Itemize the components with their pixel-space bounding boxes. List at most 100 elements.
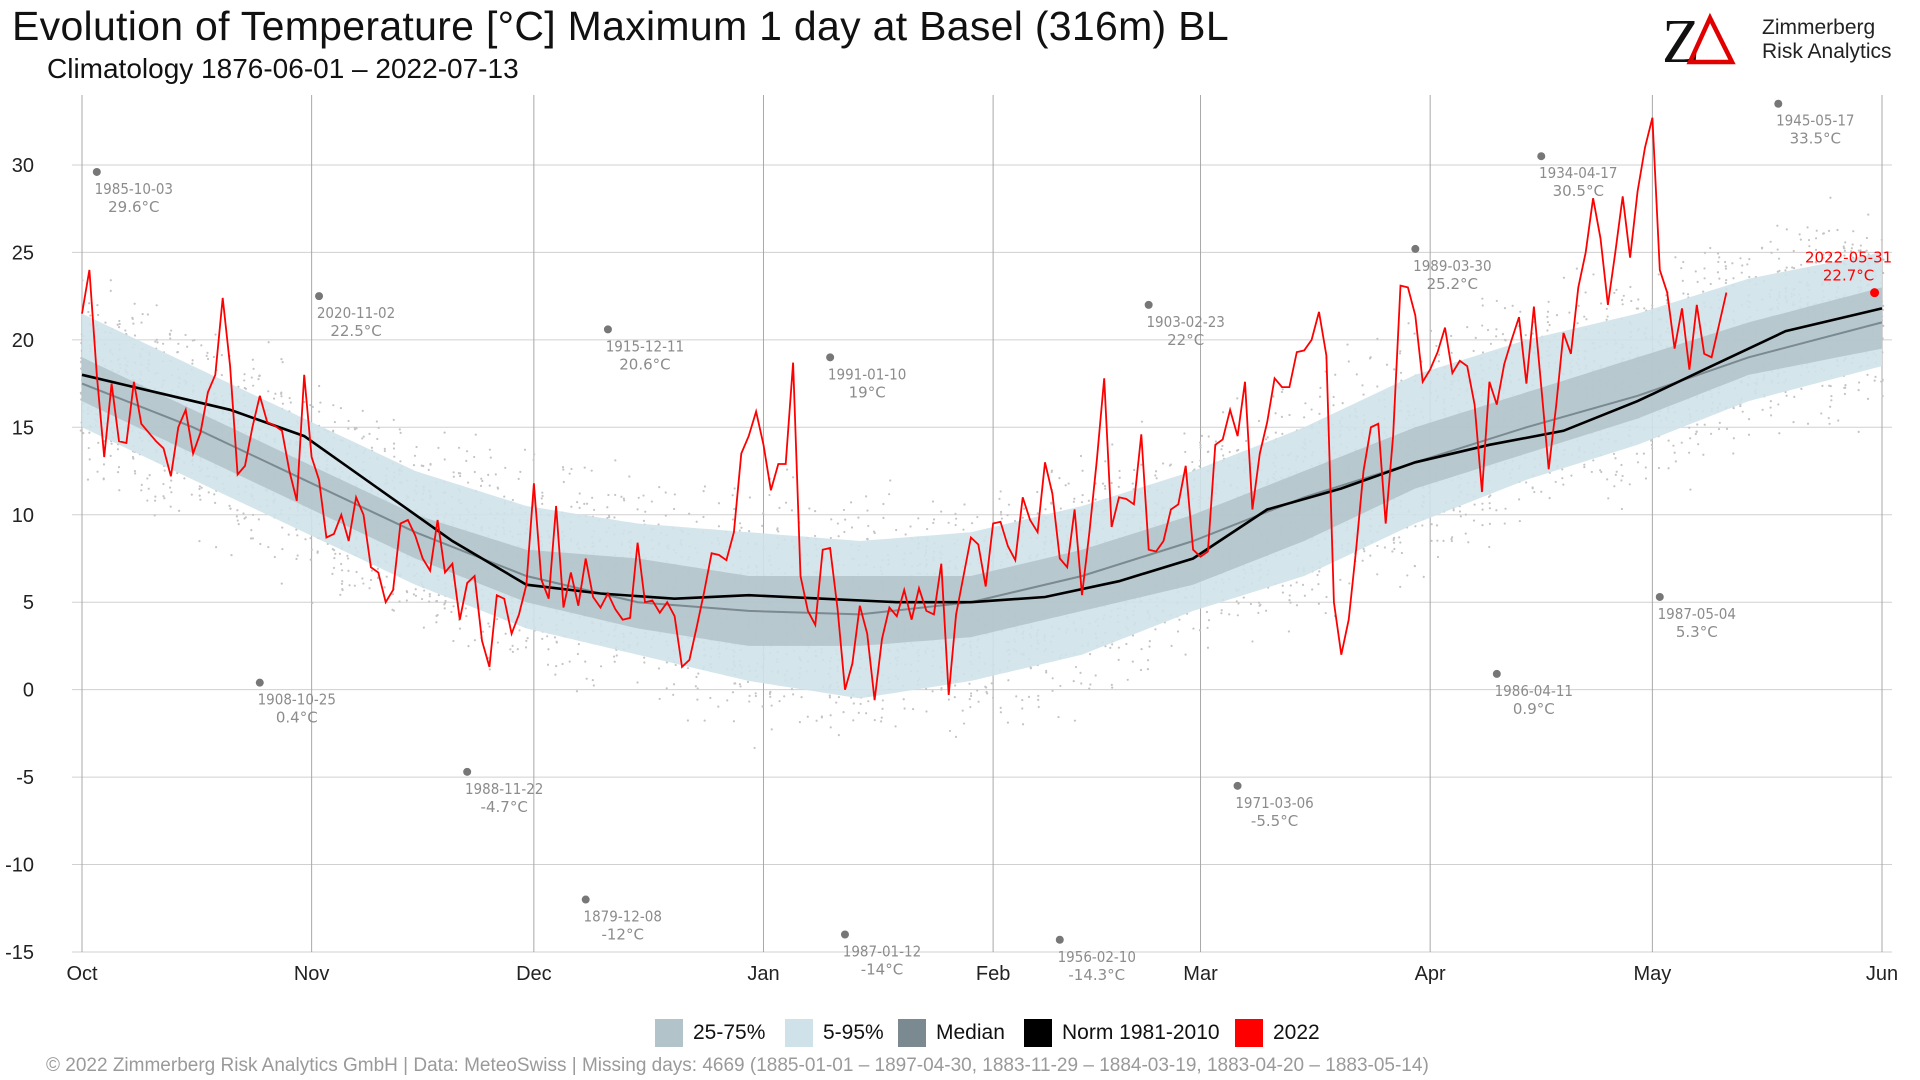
history-dot — [273, 555, 276, 559]
history-dot — [154, 499, 157, 502]
history-dot — [1220, 612, 1223, 615]
history-dot — [496, 641, 500, 644]
history-dot — [414, 588, 417, 591]
history-dot — [1148, 640, 1151, 643]
history-dot — [709, 696, 712, 700]
history-dot — [1079, 454, 1083, 458]
history-dot — [985, 686, 988, 689]
history-dot — [1236, 397, 1239, 400]
history-dot — [866, 509, 869, 512]
history-dot — [368, 432, 371, 435]
history-dot — [154, 340, 157, 343]
history-dot — [465, 459, 468, 462]
history-dot — [849, 501, 853, 504]
history-dot — [340, 569, 344, 572]
history-dot — [281, 547, 284, 551]
history-dot — [1051, 689, 1054, 692]
history-dot — [1472, 519, 1476, 522]
history-dot — [606, 506, 609, 509]
history-dot — [969, 692, 973, 695]
history-dot — [1376, 385, 1379, 388]
history-dot — [169, 337, 172, 340]
history-dot — [1281, 591, 1285, 594]
history-dot — [1000, 517, 1004, 520]
history-dot — [398, 600, 401, 603]
history-dot — [496, 486, 499, 489]
history-dot — [1481, 502, 1484, 505]
history-dot — [783, 695, 786, 698]
history-dot — [311, 405, 314, 408]
history-dot — [109, 454, 112, 457]
history-dot — [1281, 584, 1284, 587]
history-dot — [1007, 679, 1010, 682]
x-tick-label: Feb — [976, 963, 1010, 985]
history-dot — [1199, 459, 1202, 462]
history-dot — [931, 500, 935, 503]
history-dot — [998, 497, 1001, 500]
history-dot — [376, 567, 379, 570]
history-dot — [865, 712, 868, 715]
history-dot — [1094, 674, 1097, 677]
x-tick-label: Mar — [1183, 963, 1218, 985]
history-dot — [768, 692, 772, 696]
history-dot — [148, 474, 151, 477]
history-dot — [1429, 329, 1433, 332]
history-dot — [844, 518, 847, 521]
history-dot — [882, 516, 885, 519]
history-dot — [437, 593, 440, 597]
history-dot — [1472, 349, 1475, 353]
history-dot — [969, 694, 973, 698]
history-dot — [672, 683, 676, 686]
history-dot — [235, 515, 238, 518]
history-dot — [1398, 352, 1402, 355]
history-dot — [1288, 413, 1291, 417]
history-dot — [608, 516, 611, 519]
history-dot — [546, 663, 550, 666]
history-dot — [131, 316, 134, 320]
history-dot — [562, 480, 565, 484]
history-dot — [895, 528, 898, 532]
history-dot — [1450, 351, 1453, 354]
history-dot — [1319, 386, 1322, 389]
history-dot — [228, 504, 231, 507]
history-dot — [1257, 601, 1261, 604]
history-dot — [309, 558, 312, 561]
history-dot — [466, 481, 470, 484]
history-dot — [1251, 640, 1254, 643]
history-dot — [1198, 465, 1201, 468]
history-dot — [251, 513, 255, 517]
history-dot — [392, 447, 396, 450]
history-dot — [1383, 546, 1387, 549]
history-dot — [242, 512, 245, 515]
history-dot — [1117, 485, 1120, 488]
history-dot — [1111, 686, 1114, 689]
history-dot — [889, 479, 892, 482]
history-dot — [561, 662, 564, 666]
history-dot — [169, 505, 172, 508]
history-dot — [748, 496, 752, 499]
history-dot — [665, 687, 668, 690]
history-dot — [1214, 440, 1218, 443]
history-dot — [1131, 482, 1134, 485]
history-dot — [474, 433, 477, 436]
history-dot — [642, 494, 645, 497]
history-dot — [695, 675, 698, 679]
history-dot — [1184, 653, 1187, 656]
history-dot — [748, 700, 751, 703]
y-tick-label: 15 — [12, 417, 34, 439]
history-dot — [1355, 373, 1358, 376]
history-dot — [80, 341, 83, 345]
history-dot — [214, 546, 218, 549]
history-dot — [87, 310, 90, 314]
chart-title: Evolution of Temperature [°C] Maximum 1 … — [12, 3, 1229, 49]
history-dot — [509, 648, 512, 651]
history-dot — [287, 533, 290, 536]
history-dot — [465, 450, 469, 453]
history-dot — [295, 528, 298, 531]
x-tick-label: Dec — [516, 963, 552, 985]
history-dot — [1023, 507, 1026, 510]
history-dot — [1436, 539, 1439, 542]
history-dot — [428, 595, 431, 598]
history-dot — [452, 471, 455, 474]
history-dot — [650, 500, 653, 503]
